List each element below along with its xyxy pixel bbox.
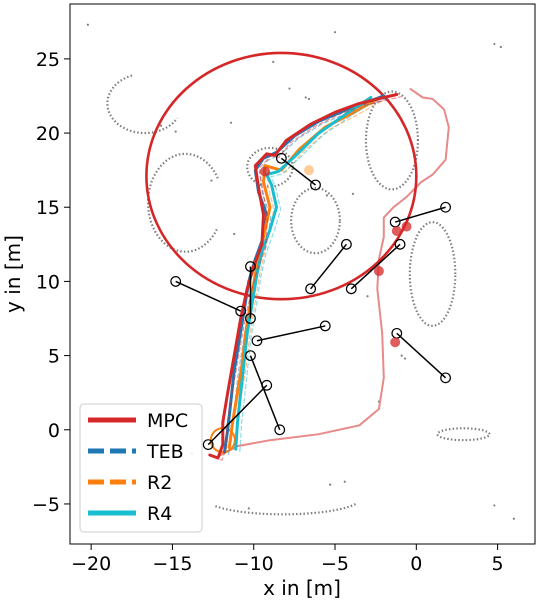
dynamic-obstacle-end-8	[274, 424, 286, 436]
x-tick-label-1: −15	[152, 553, 192, 575]
legend: MPC TEB R2 R4	[79, 403, 203, 533]
static-point-19	[351, 192, 355, 195]
highlight-marker-4	[373, 266, 384, 277]
dynamic-obstacle-line-1	[394, 206, 446, 223]
static-point-7	[329, 483, 332, 486]
static-obstacle-0	[246, 146, 294, 188]
dynamic-obstacle-end-7	[440, 372, 451, 384]
dynamic-obstacle-line-5	[175, 280, 242, 312]
dynamic-obstacle-end-2	[305, 283, 317, 295]
y-tick-label-2: 5	[48, 346, 60, 368]
static-point-23	[499, 45, 502, 49]
dynamic-obstacle-end-4	[245, 313, 256, 324]
static-point-0	[86, 23, 89, 26]
static-obstacle-1	[289, 186, 341, 255]
static-point-18	[325, 194, 328, 197]
dynamic-obstacle-line-7	[396, 332, 447, 379]
static-point-21	[512, 517, 515, 520]
dynamic-obstacle-line-3	[350, 243, 401, 290]
obstacle-path-line	[217, 87, 450, 458]
y-tick-label-4: 15	[36, 197, 60, 219]
highlight-marker-5	[390, 337, 401, 348]
y-tick-label-6: 25	[36, 49, 60, 71]
x-tick-label-5: 5	[492, 553, 504, 575]
dynamic-obstacle-line-2	[310, 243, 347, 290]
highlight-marker-0	[304, 165, 315, 176]
dynamic-obstacle-end-5	[235, 305, 247, 317]
highlight-marker-1	[260, 166, 271, 177]
legend-label-r2: R2	[147, 472, 172, 494]
static-point-17	[229, 121, 233, 124]
series-prediction-r4	[239, 99, 376, 452]
series-line-mpc	[208, 93, 399, 460]
legend-label-mpc: MPC	[147, 410, 188, 432]
x-tick-label-0: −20	[71, 553, 111, 575]
y-tick-label-0: −5	[32, 494, 60, 516]
axes-frame	[69, 3, 536, 545]
static-obstacle-7	[436, 427, 491, 442]
x-axis-label: x in [m]	[263, 576, 341, 600]
y-tick-label-1: 0	[48, 420, 60, 442]
y-tick-label-5: 20	[36, 123, 60, 145]
static-point-8	[343, 480, 346, 483]
legend-label-r4: R4	[147, 503, 172, 525]
static-obstacle-4	[146, 152, 219, 253]
dynamic-obstacle-end-6	[251, 335, 263, 347]
dynamic-obstacle-start-3	[394, 238, 406, 250]
x-tick-label-2: −10	[234, 553, 274, 575]
static-point-11	[403, 357, 407, 360]
static-point-13	[272, 60, 275, 63]
highlight-marker-2	[391, 225, 402, 236]
static-point-14	[333, 31, 337, 34]
static-point-3	[366, 295, 369, 298]
static-point-1	[210, 179, 213, 182]
legend-label-teb: TEB	[146, 441, 184, 463]
static-point-6	[247, 507, 250, 510]
dynamic-obstacle-start-2	[340, 238, 352, 250]
x-tick-label-4: 0	[410, 553, 422, 575]
static-point-15	[304, 96, 307, 99]
y-tick-label-3: 10	[36, 271, 60, 293]
dynamic-obstacle-end-1	[440, 201, 451, 213]
dynamic-obstacle-start-9	[261, 379, 273, 391]
dynamic-obstacle-line-9	[207, 384, 268, 446]
static-point-25	[174, 130, 177, 133]
dynamic-obstacle-start-5	[170, 276, 182, 287]
series-prediction-mpc	[213, 96, 402, 461]
dynamic-obstacle-start-4	[245, 261, 256, 272]
static-point-16	[307, 97, 311, 101]
dynamic-obstacle-start-6	[319, 320, 331, 332]
static-point-22	[493, 504, 496, 507]
dynamic-obstacle-line-6	[256, 325, 326, 342]
highlight-marker-3	[401, 221, 412, 232]
static-point-2	[233, 232, 236, 236]
dynamic-obstacle-line-8	[249, 355, 281, 431]
static-point-12	[288, 87, 291, 90]
series-line-r4	[234, 96, 373, 451]
static-obstacle-2	[364, 90, 419, 191]
static-point-20	[493, 42, 496, 46]
static-point-10	[400, 354, 403, 357]
dynamic-obstacle-start-0	[275, 152, 287, 164]
dynamic-obstacle-start-8	[245, 350, 256, 361]
static-obstacle-5	[106, 74, 179, 135]
legend-box	[79, 403, 203, 533]
y-axis-label: y in [m]	[1, 235, 25, 313]
static-point-24	[159, 124, 163, 127]
dynamic-obstacle-end-9	[202, 439, 214, 451]
dynamic-obstacle-line-0	[280, 157, 316, 186]
dynamic-obstacle-end-0	[310, 179, 321, 191]
static-obstacle-6	[215, 502, 357, 516]
mpc-horizon-circle	[145, 51, 418, 301]
static-obstacle-3	[408, 220, 457, 328]
x-tick-label-3: −5	[321, 553, 349, 575]
dynamic-obstacle-end-3	[345, 283, 357, 295]
